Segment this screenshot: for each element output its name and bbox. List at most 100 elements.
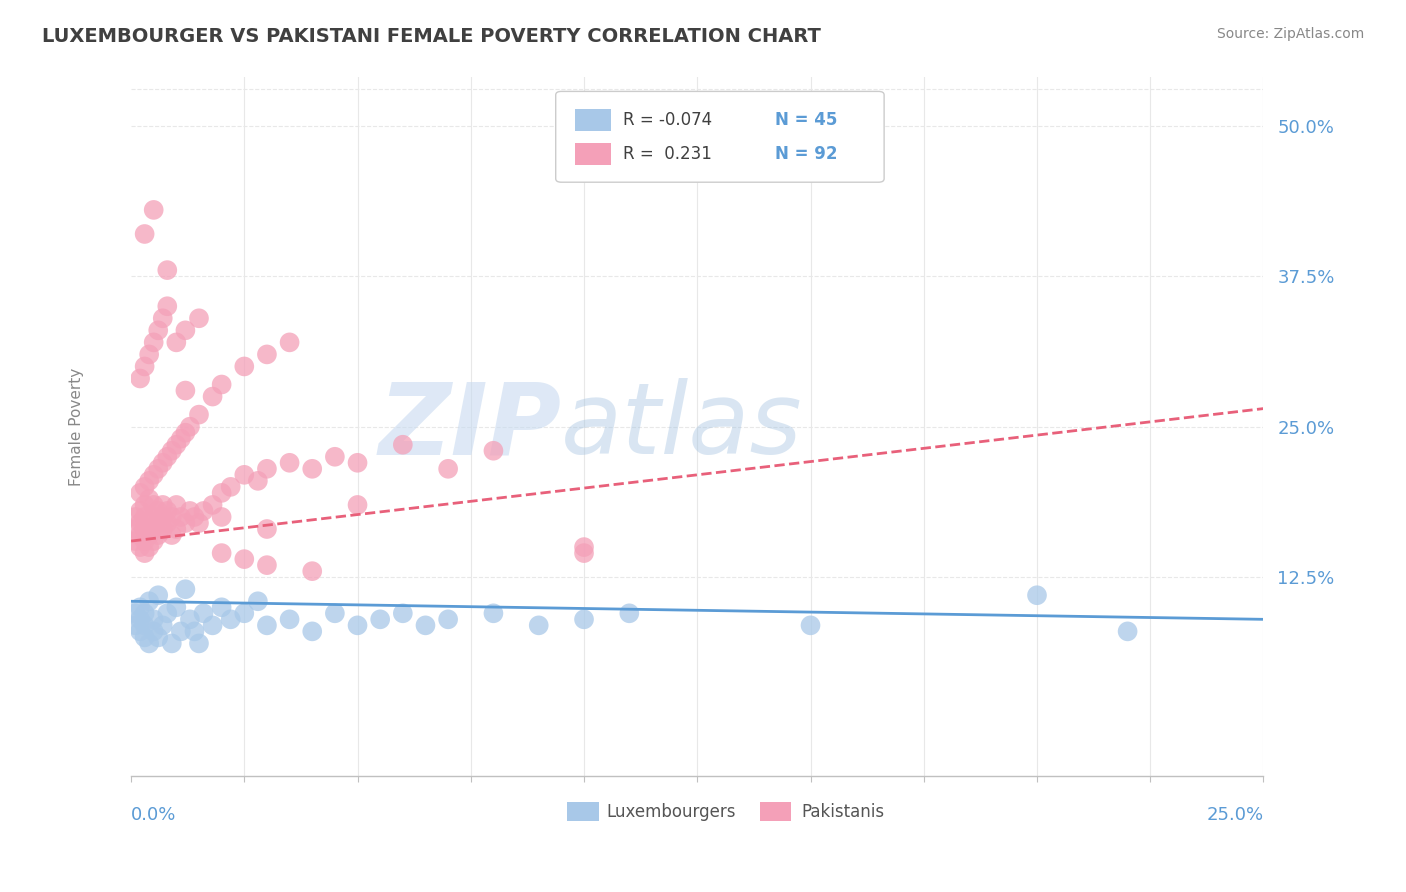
- Point: [193, 504, 215, 518]
- Point: [129, 486, 152, 500]
- Point: [160, 636, 183, 650]
- Point: [124, 510, 146, 524]
- Point: [148, 516, 170, 530]
- Point: [619, 607, 641, 621]
- Point: [174, 425, 197, 440]
- Point: [156, 263, 179, 277]
- Point: [142, 498, 165, 512]
- Text: LUXEMBOURGER VS PAKISTANI FEMALE POVERTY CORRELATION CHART: LUXEMBOURGER VS PAKISTANI FEMALE POVERTY…: [42, 27, 821, 45]
- Text: R = -0.074: R = -0.074: [623, 111, 711, 129]
- Point: [156, 450, 179, 464]
- Point: [572, 546, 595, 560]
- Point: [193, 607, 215, 621]
- Point: [174, 323, 197, 337]
- Point: [201, 498, 224, 512]
- Point: [278, 335, 301, 350]
- Point: [134, 522, 156, 536]
- Point: [233, 467, 256, 482]
- Text: N = 45: N = 45: [775, 111, 838, 129]
- Point: [256, 558, 278, 573]
- Point: [134, 607, 156, 621]
- Point: [156, 504, 179, 518]
- Point: [246, 594, 269, 608]
- Point: [188, 636, 211, 650]
- Point: [174, 516, 197, 530]
- FancyBboxPatch shape: [575, 109, 612, 131]
- Point: [129, 540, 152, 554]
- Point: [799, 618, 821, 632]
- Point: [124, 534, 146, 549]
- Point: [219, 480, 242, 494]
- Point: [256, 462, 278, 476]
- Point: [256, 522, 278, 536]
- Text: 25.0%: 25.0%: [1206, 806, 1264, 824]
- Text: R =  0.231: R = 0.231: [623, 145, 711, 163]
- Point: [156, 607, 179, 621]
- FancyBboxPatch shape: [759, 802, 792, 822]
- Point: [219, 612, 242, 626]
- Point: [174, 582, 197, 597]
- Text: atlas: atlas: [561, 378, 803, 475]
- Point: [233, 359, 256, 374]
- Point: [368, 612, 391, 626]
- Point: [211, 546, 233, 560]
- Point: [124, 522, 146, 536]
- Point: [142, 467, 165, 482]
- Text: Female Poverty: Female Poverty: [69, 368, 84, 486]
- Point: [138, 516, 160, 530]
- Point: [201, 390, 224, 404]
- Point: [170, 510, 193, 524]
- Point: [188, 516, 211, 530]
- Point: [1026, 588, 1049, 602]
- Point: [142, 335, 165, 350]
- Point: [211, 600, 233, 615]
- Point: [233, 552, 256, 566]
- Point: [183, 624, 205, 639]
- Point: [142, 612, 165, 626]
- Point: [124, 618, 146, 632]
- Point: [301, 564, 323, 578]
- Point: [134, 510, 156, 524]
- Point: [152, 618, 174, 632]
- Point: [160, 510, 183, 524]
- Point: [148, 588, 170, 602]
- Point: [170, 432, 193, 446]
- Point: [256, 618, 278, 632]
- Point: [572, 612, 595, 626]
- Point: [152, 522, 174, 536]
- Text: Pakistanis: Pakistanis: [801, 803, 884, 822]
- Point: [201, 618, 224, 632]
- Point: [134, 498, 156, 512]
- Point: [124, 607, 146, 621]
- Point: [138, 594, 160, 608]
- Point: [183, 510, 205, 524]
- Point: [174, 384, 197, 398]
- Point: [160, 528, 183, 542]
- Point: [437, 612, 460, 626]
- Point: [323, 450, 346, 464]
- FancyBboxPatch shape: [575, 143, 612, 165]
- Point: [138, 636, 160, 650]
- Point: [152, 510, 174, 524]
- Point: [256, 347, 278, 361]
- FancyBboxPatch shape: [555, 91, 884, 182]
- Point: [482, 607, 505, 621]
- Point: [138, 528, 160, 542]
- Point: [179, 504, 201, 518]
- Point: [392, 607, 415, 621]
- Point: [211, 377, 233, 392]
- Point: [129, 371, 152, 385]
- Point: [165, 522, 187, 536]
- Point: [142, 202, 165, 217]
- Point: [129, 612, 152, 626]
- Point: [148, 631, 170, 645]
- Point: [211, 486, 233, 500]
- Point: [346, 618, 368, 632]
- Point: [156, 516, 179, 530]
- Point: [233, 607, 256, 621]
- Point: [148, 528, 170, 542]
- Point: [160, 443, 183, 458]
- Text: Source: ZipAtlas.com: Source: ZipAtlas.com: [1216, 27, 1364, 41]
- Point: [188, 408, 211, 422]
- Point: [134, 359, 156, 374]
